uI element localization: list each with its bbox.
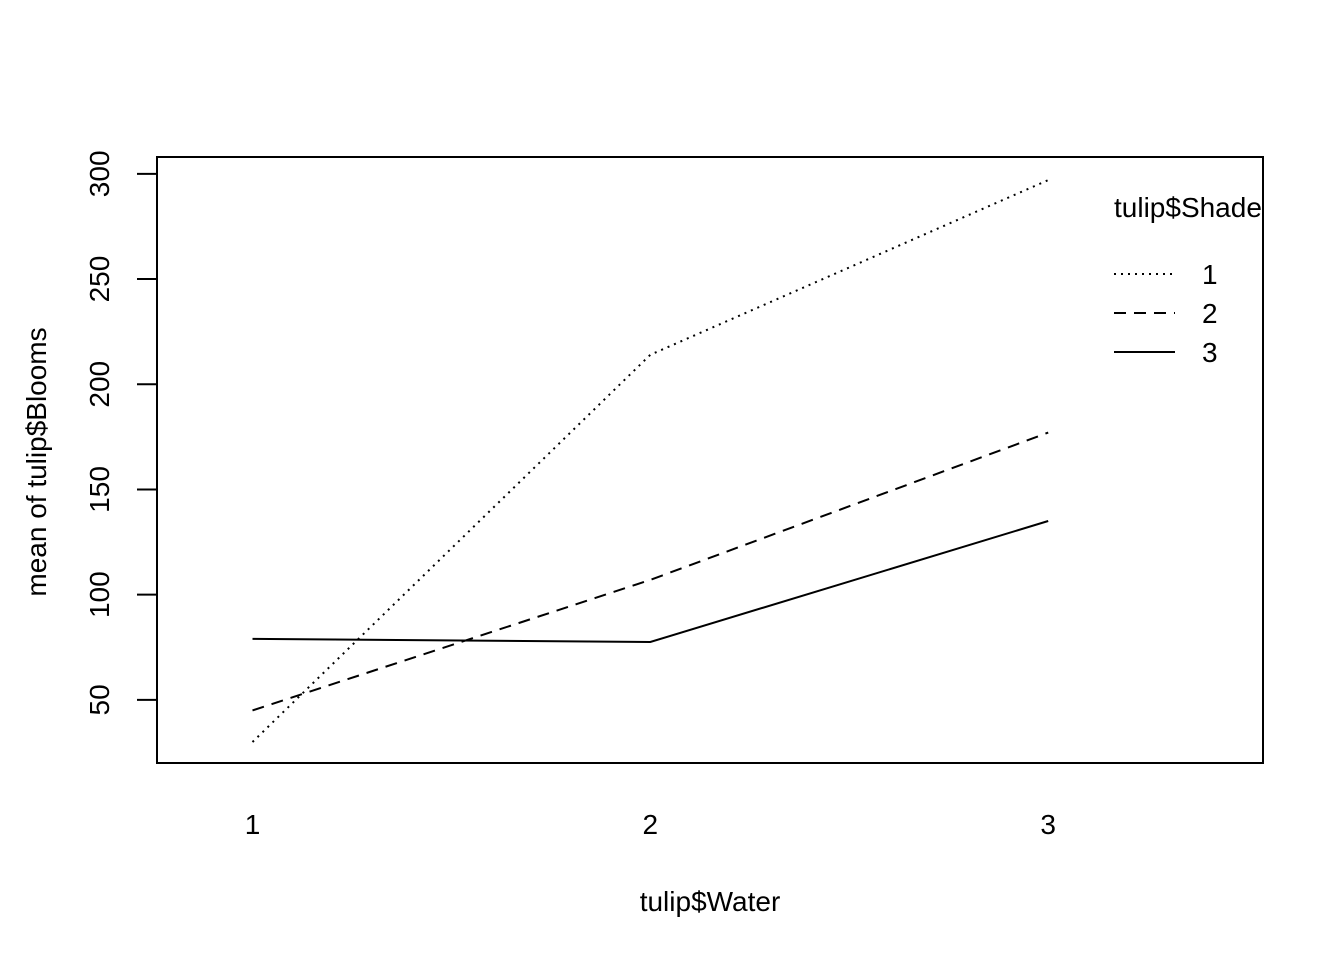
x-tick-label: 3 (1040, 809, 1056, 840)
series-line-shade-2 (252, 431, 1049, 712)
legend-label-shade-2: 2 (1202, 298, 1218, 329)
legend: tulip$Shade 1 2 3 (1114, 192, 1262, 368)
y-tick-label: 250 (84, 256, 115, 303)
y-tick-label: 150 (84, 466, 115, 513)
x-axis: 1 2 3 (245, 809, 1056, 840)
y-axis: 50 100 150 200 250 300 (84, 150, 158, 715)
y-axis-title: mean of tulip$Blooms (21, 327, 52, 596)
x-tick-label: 2 (643, 809, 659, 840)
y-tick-label: 200 (84, 361, 115, 408)
y-tick-label: 50 (84, 684, 115, 715)
series-line-shade-3 (252, 520, 1049, 644)
x-axis-title: tulip$Water (640, 886, 781, 917)
legend-label-shade-3: 3 (1202, 337, 1218, 368)
x-tick-label: 1 (245, 809, 261, 840)
series-layer (251, 179, 1049, 743)
y-tick-label: 100 (84, 571, 115, 618)
series-line-shade-1 (251, 179, 1049, 743)
legend-label-shade-1: 1 (1202, 259, 1218, 290)
y-tick-label: 300 (84, 150, 115, 197)
legend-title: tulip$Shade (1114, 192, 1262, 223)
